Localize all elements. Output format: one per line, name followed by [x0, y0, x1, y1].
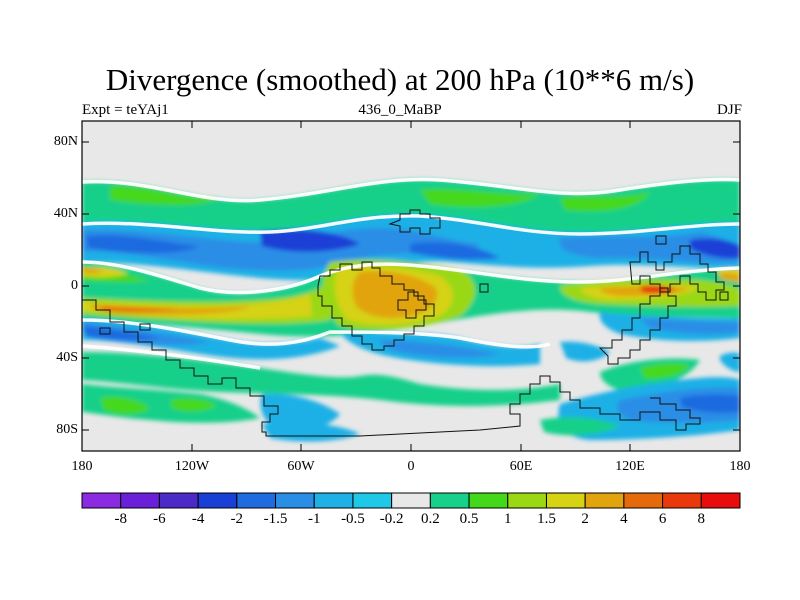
colorbar-label: 0.2	[420, 511, 440, 527]
colorbar-swatch	[158, 492, 199, 509]
experiment-label: Expt = teYAj1	[82, 102, 169, 118]
colorbar-swatch	[120, 492, 160, 509]
colorbar-swatch	[197, 492, 238, 509]
colorbar-label: 6	[658, 511, 667, 527]
zero-contours	[82, 177, 740, 370]
colorbar-swatch	[391, 492, 431, 509]
lon-label-60w: 60W	[287, 459, 315, 474]
colorbar-swatch	[275, 492, 315, 509]
colorbar-label: -4	[191, 511, 205, 527]
plot-title: Divergence (smoothed) at 200 hPa (10**6 …	[105, 62, 695, 97]
colorbar-label: -0.5	[341, 511, 365, 527]
colorbar-swatch	[313, 492, 354, 509]
colorbar-swatch	[545, 492, 586, 509]
colorbar-label: -1.5	[263, 511, 288, 527]
colorbar-swatch	[81, 492, 122, 509]
colorbar-label: -0.2	[379, 511, 404, 527]
colorbar-label: 8	[697, 511, 706, 527]
colorbar-swatch	[352, 492, 393, 509]
colorbar-swatch	[584, 492, 625, 509]
colorbar-label: 2	[581, 511, 589, 527]
colorbar-label: -1	[307, 511, 321, 527]
lat-label-80s: 80S	[56, 422, 78, 437]
lon-label-120e: 120E	[615, 459, 645, 474]
lon-label-120w: 120W	[174, 459, 210, 474]
axis-ticks	[82, 121, 740, 451]
colorbar-label: 0.5	[459, 511, 479, 527]
lat-label-40n: 40N	[53, 206, 78, 221]
land-outline	[82, 209, 729, 437]
colorbar-swatch	[507, 492, 547, 509]
colorbar-label: 1.5	[537, 511, 556, 527]
colorbar-swatch	[236, 492, 277, 509]
colorbar-swatch	[468, 492, 509, 509]
colorbar-swatch	[662, 492, 702, 509]
season-label: DJF	[716, 102, 742, 118]
colorbar-swatch	[700, 492, 741, 509]
lon-label-0: 0	[407, 459, 415, 474]
divergence-field	[82, 179, 740, 442]
colorbar-swatch	[429, 492, 470, 509]
colorbar-label: 4	[620, 511, 628, 527]
lat-label-eq: 0	[71, 278, 78, 293]
colorbar-label: 1	[504, 511, 512, 527]
lon-label-60e: 60E	[509, 459, 533, 474]
colorbar-swatch	[623, 492, 664, 509]
period-label: 436_0_MaBP	[358, 102, 442, 118]
lat-label-40s: 40S	[56, 350, 78, 365]
colorbar-label: -6	[153, 511, 166, 527]
lon-label-180w: 180	[71, 459, 93, 474]
north-positive-band	[82, 179, 740, 247]
colorbar-label: -2	[230, 511, 244, 527]
lon-label-180e: 180	[729, 459, 751, 474]
lat-label-80n: 80N	[53, 134, 78, 149]
colorbar-label: -8	[114, 511, 127, 527]
